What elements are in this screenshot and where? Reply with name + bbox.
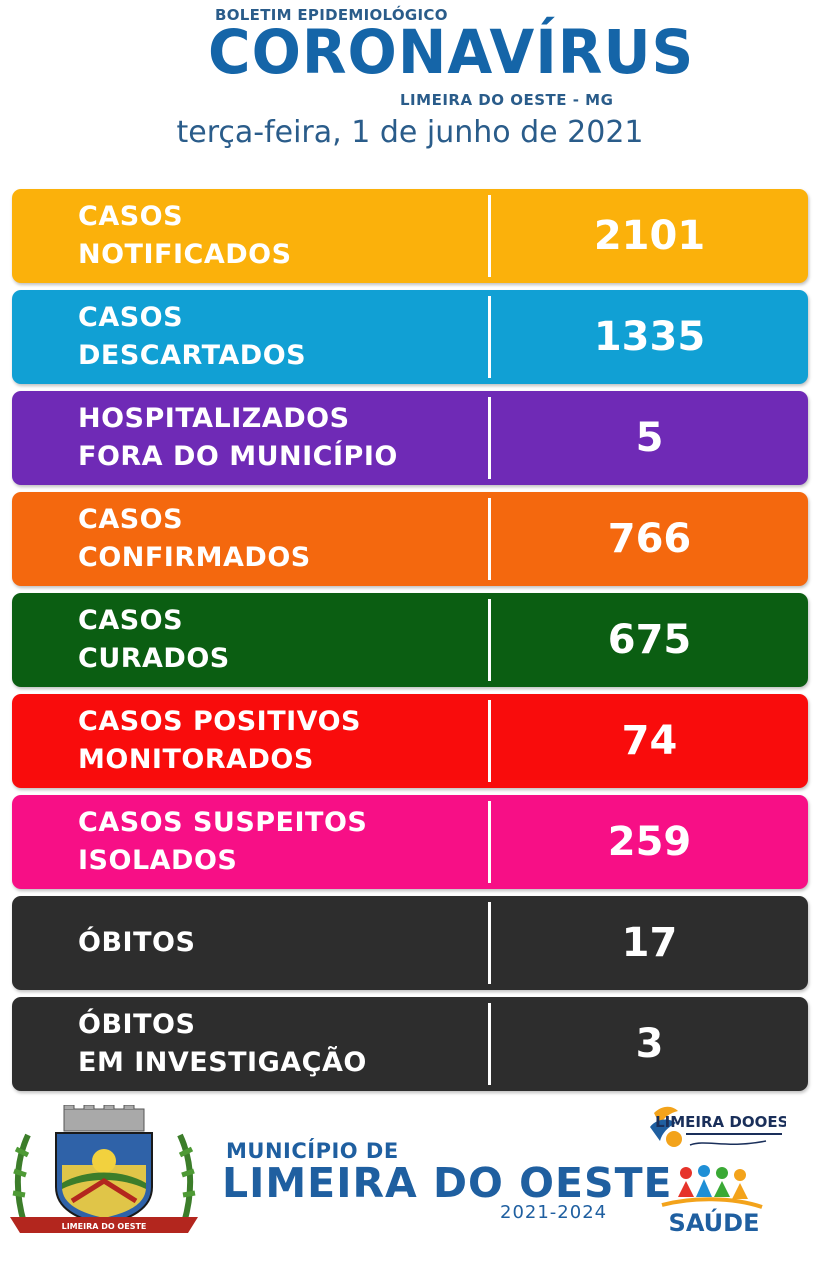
stat-row-obitos: ÓBITOS 17	[12, 896, 808, 990]
stat-value: 259	[607, 819, 692, 865]
bulletin-date: terça-feira, 1 de junho de 2021	[176, 115, 644, 150]
stat-row-confirmados: CASOS CONFIRMADOS 766	[12, 492, 808, 586]
stat-label: CASOS CURADOS	[78, 605, 230, 674]
bulletin-location: LIMEIRA DO OESTE - MG	[400, 91, 614, 109]
stat-row-isolados: CASOS SUSPEITOS ISOLADOS 259	[12, 795, 808, 889]
crest-ribbon-text: LIMEIRA DO OESTE	[62, 1222, 147, 1231]
stat-divider	[488, 599, 491, 681]
stat-value: 2101	[593, 213, 706, 259]
stat-divider	[488, 902, 491, 984]
stat-label: ÓBITOS	[78, 927, 196, 958]
stat-row-curados: CASOS CURADOS 675	[12, 593, 808, 687]
stat-divider	[488, 195, 491, 277]
health-secretariat-logo-icon: SAÚDE	[661, 1165, 763, 1237]
stat-divider	[488, 397, 491, 479]
stat-value: 766	[607, 516, 692, 562]
stat-value: 1335	[593, 314, 706, 360]
stat-value: 5	[635, 415, 664, 461]
stat-value: 74	[621, 718, 678, 764]
bulletin-header: BOLETIM EPIDEMIOLÓGICO CORONAVÍRUS LIMEI…	[0, 0, 834, 180]
stat-row-obitos-investigacao: ÓBITOS EM INVESTIGAÇÃO 3	[12, 997, 808, 1091]
stat-row-monitorados: CASOS POSITIVOS MONITORADOS 74	[12, 694, 808, 788]
bulletin-kicker: BOLETIM EPIDEMIOLÓGICO	[215, 6, 448, 24]
stat-value: 17	[621, 920, 678, 966]
bulletin-title: CORONAVÍRUS	[208, 16, 695, 88]
municipality-name: LIMEIRA DO OESTE	[222, 1159, 673, 1207]
stat-divider	[488, 801, 491, 883]
stat-label: CASOS NOTIFICADOS	[78, 201, 292, 270]
stat-divider	[488, 1003, 491, 1085]
stat-label: CASOS DESCARTADOS	[78, 302, 307, 371]
municipality-label: MUNICÍPIO DE	[226, 1139, 399, 1163]
stat-row-notificados: CASOS NOTIFICADOS 2101	[12, 189, 808, 283]
stat-row-hospitalizados: HOSPITALIZADOS FORA DO MUNICÍPIO 5	[12, 391, 808, 485]
stat-label: CASOS SUSPEITOS ISOLADOS	[78, 807, 368, 876]
stat-label: HOSPITALIZADOS FORA DO MUNICÍPIO	[78, 403, 398, 472]
stat-label: CASOS CONFIRMADOS	[78, 504, 311, 573]
stat-divider	[488, 498, 491, 580]
stat-divider	[488, 700, 491, 782]
stat-label: ÓBITOS EM INVESTIGAÇÃO	[78, 1009, 367, 1078]
stat-divider	[488, 296, 491, 378]
stat-row-descartados: CASOS DESCARTADOS 1335	[12, 290, 808, 384]
administration-term: 2021-2024	[500, 1202, 608, 1223]
footer: LIMEIRA DO OESTE MUNICÍPIO DE LIMEIRA DO…	[0, 1095, 834, 1280]
stat-value: 675	[607, 617, 692, 663]
stat-value: 3	[635, 1021, 664, 1067]
stat-label: CASOS POSITIVOS MONITORADOS	[78, 706, 361, 775]
municipal-crest-icon: LIMEIRA DO OESTE	[10, 1105, 198, 1233]
saude-logo-text: SAÚDE	[669, 1207, 760, 1237]
